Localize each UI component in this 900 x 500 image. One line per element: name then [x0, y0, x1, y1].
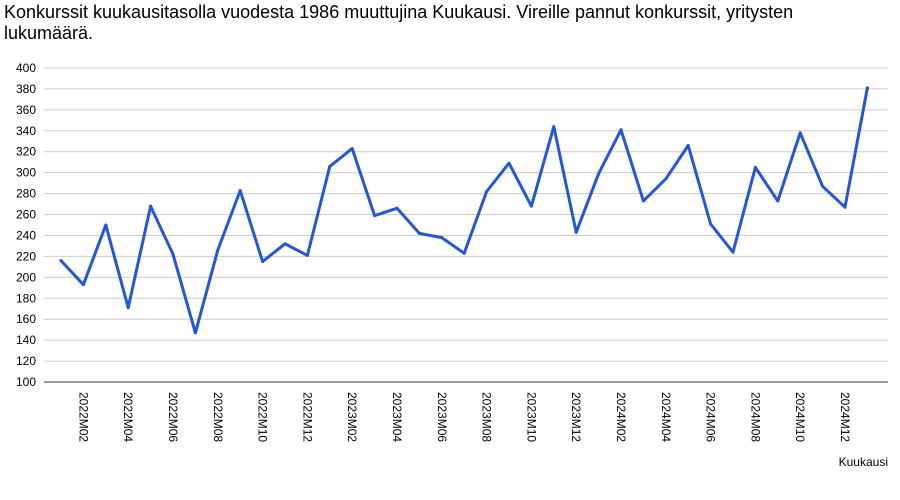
data-point [350, 147, 354, 151]
series-line [59, 86, 869, 335]
data-point [753, 165, 757, 169]
data-point [731, 250, 735, 254]
x-tick-label: 2022M10 [256, 392, 270, 442]
data-point [709, 222, 713, 226]
data-point [59, 259, 63, 263]
y-tick-label: 220 [16, 249, 36, 263]
data-point [641, 199, 645, 203]
data-point [664, 177, 668, 181]
y-axis-ticks: 100 120 140 160 180 200 220 240 260 280 300 320 340 3… [16, 61, 36, 389]
data-point [865, 86, 869, 90]
data-point [686, 143, 690, 147]
data-point [395, 206, 399, 210]
y-tick-label: 300 [16, 166, 36, 180]
data-point [373, 214, 377, 218]
x-tick-label: 2022M12 [300, 392, 314, 442]
series-layer [59, 86, 869, 335]
y-tick-label: 180 [16, 291, 36, 305]
data-point [216, 248, 220, 252]
y-tick-label: 160 [16, 312, 36, 326]
y-tick-label: 140 [16, 333, 36, 347]
data-point [552, 125, 556, 129]
x-tick-label: 2024M08 [748, 392, 762, 442]
data-point [440, 236, 444, 240]
data-point [507, 161, 511, 165]
data-point [171, 252, 175, 256]
data-point [305, 253, 309, 257]
data-point [328, 164, 332, 168]
y-tick-label: 240 [16, 228, 36, 242]
x-tick-label: 2024M06 [704, 392, 718, 442]
chart-title: Konkurssit kuukausitasolla vuodesta 1986… [4, 2, 794, 43]
data-point [485, 190, 489, 194]
y-tick-label: 120 [16, 354, 36, 368]
y-tick-label: 260 [16, 208, 36, 222]
x-tick-label: 2024M12 [838, 392, 852, 442]
data-point [597, 172, 601, 176]
x-tick-label: 2023M12 [569, 392, 583, 442]
data-point [193, 331, 197, 335]
x-axis-ticks: 2022M02 2022M04 2022M06 2022M08 2022M10 2022M… [76, 392, 852, 442]
data-point [776, 199, 780, 203]
x-tick-label: 2024M10 [793, 392, 807, 442]
x-tick-label: 2023M02 [345, 392, 359, 442]
data-point [149, 204, 153, 208]
data-point [283, 242, 287, 246]
data-point [238, 188, 242, 192]
y-tick-label: 400 [16, 61, 36, 75]
x-tick-label: 2023M10 [524, 392, 538, 442]
x-tick-label: 2022M04 [121, 392, 135, 442]
x-tick-label: 2022M06 [166, 392, 180, 442]
y-tick-label: 280 [16, 187, 36, 201]
data-point [798, 131, 802, 135]
data-point [126, 306, 130, 310]
data-point [81, 283, 85, 287]
data-point [104, 223, 108, 227]
data-point [843, 205, 847, 209]
data-point [417, 231, 421, 235]
data-point [261, 260, 265, 264]
y-tick-label: 360 [16, 103, 36, 117]
y-tick-label: 200 [16, 270, 36, 284]
x-tick-label: 2023M06 [435, 392, 449, 442]
x-tick-label: 2022M02 [76, 392, 90, 442]
gridlines [44, 67, 888, 383]
data-point [574, 230, 578, 234]
x-tick-label: 2024M04 [659, 392, 673, 442]
x-tick-label: 2024M02 [614, 392, 628, 442]
data-point [529, 204, 533, 208]
y-tick-label: 380 [16, 82, 36, 96]
y-tick-label: 340 [16, 124, 36, 138]
y-tick-label: 320 [16, 145, 36, 159]
x-tick-label: 2022M08 [211, 392, 225, 442]
x-tick-label: 2023M08 [480, 392, 494, 442]
y-tick-label: 100 [16, 375, 36, 389]
x-tick-label: 2023M04 [390, 392, 404, 442]
data-point [462, 251, 466, 255]
data-point [619, 128, 623, 132]
data-point [821, 184, 825, 188]
x-axis-label: Kuukausi [839, 455, 888, 469]
